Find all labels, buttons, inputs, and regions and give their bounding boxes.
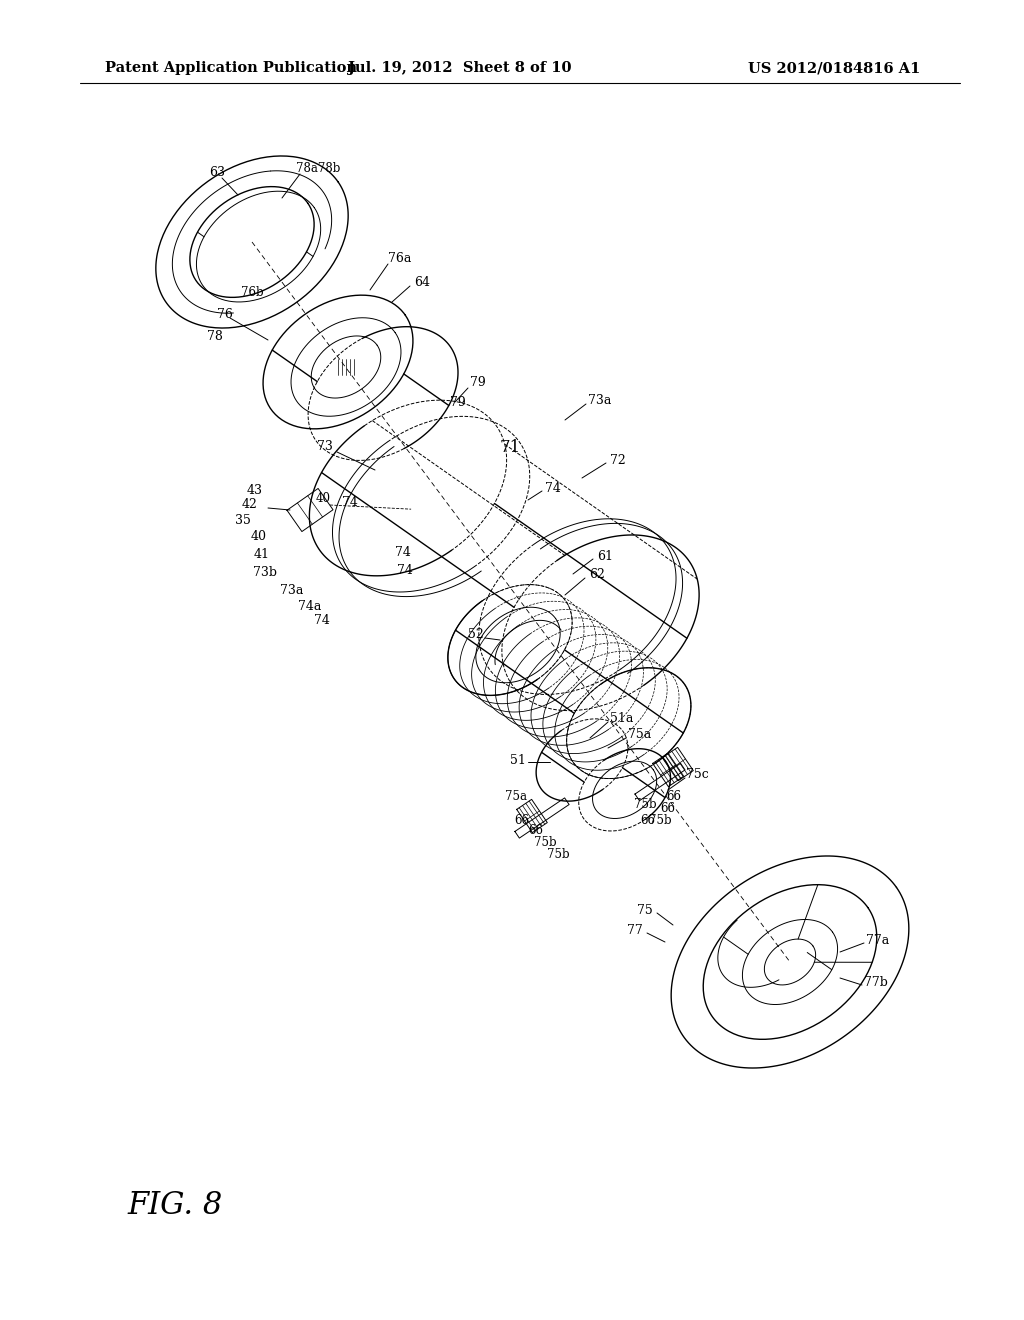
- Text: 76: 76: [217, 309, 232, 322]
- Text: 43: 43: [247, 483, 263, 496]
- Text: 76a: 76a: [388, 252, 412, 264]
- Text: 75b: 75b: [534, 836, 556, 849]
- Text: 77: 77: [627, 924, 643, 936]
- Text: 64: 64: [414, 276, 430, 289]
- Text: Patent Application Publication: Patent Application Publication: [105, 61, 357, 75]
- Text: 73: 73: [317, 441, 333, 454]
- Text: 35: 35: [236, 515, 251, 528]
- Text: 74: 74: [314, 614, 330, 627]
- Text: 42: 42: [242, 499, 258, 511]
- Text: US 2012/0184816 A1: US 2012/0184816 A1: [748, 61, 920, 75]
- Text: 75a: 75a: [629, 729, 651, 742]
- Text: 71: 71: [500, 440, 520, 457]
- Text: 51a: 51a: [610, 711, 634, 725]
- Text: 79: 79: [470, 375, 485, 388]
- Text: 78a78b: 78a78b: [296, 161, 340, 174]
- Text: 66: 66: [667, 789, 682, 803]
- Text: 41: 41: [254, 549, 270, 561]
- Text: 79: 79: [451, 396, 466, 408]
- Text: 62: 62: [589, 568, 605, 581]
- Text: Jul. 19, 2012  Sheet 8 of 10: Jul. 19, 2012 Sheet 8 of 10: [348, 61, 571, 75]
- Text: 74: 74: [397, 564, 413, 577]
- Text: 40: 40: [251, 531, 267, 544]
- Text: 66: 66: [514, 813, 529, 826]
- Text: 74: 74: [342, 495, 358, 508]
- Text: 52: 52: [468, 628, 484, 642]
- Text: 40: 40: [315, 491, 331, 504]
- Text: 75a: 75a: [505, 791, 527, 804]
- Text: 75b: 75b: [648, 813, 672, 826]
- Text: 75b: 75b: [547, 849, 569, 862]
- Text: 77b: 77b: [864, 975, 888, 989]
- Text: 74: 74: [545, 482, 561, 495]
- Text: 51: 51: [510, 754, 526, 767]
- Text: 77a: 77a: [866, 933, 890, 946]
- Text: 75c: 75c: [686, 768, 709, 781]
- Text: 66: 66: [640, 813, 655, 826]
- Text: 78: 78: [207, 330, 223, 342]
- Text: 73a: 73a: [589, 393, 611, 407]
- Text: 63: 63: [209, 165, 225, 178]
- Text: 66: 66: [528, 824, 544, 837]
- Text: 73a: 73a: [281, 583, 304, 597]
- Text: 75b: 75b: [634, 799, 656, 812]
- Text: FIG. 8: FIG. 8: [127, 1189, 222, 1221]
- Text: 66: 66: [660, 801, 676, 814]
- Text: 75: 75: [637, 903, 653, 916]
- Text: 72: 72: [610, 454, 626, 466]
- Text: 74: 74: [395, 545, 411, 558]
- Text: 73b: 73b: [253, 565, 278, 578]
- Text: 74a: 74a: [298, 601, 322, 614]
- Text: 76b: 76b: [241, 285, 263, 298]
- Text: 61: 61: [597, 549, 613, 562]
